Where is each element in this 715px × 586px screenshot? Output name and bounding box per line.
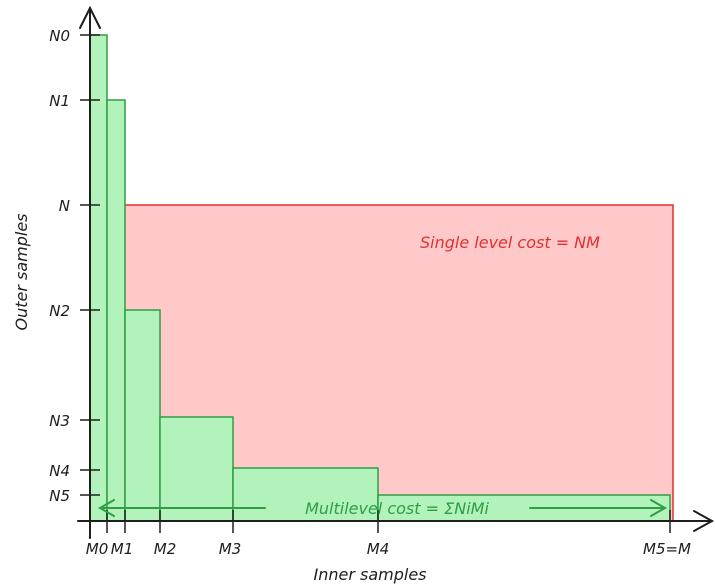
multilevel-cost-label: Multilevel cost = ΣNiMi (305, 499, 489, 518)
level-0-bar (89, 34, 108, 522)
axes (77, 5, 715, 539)
x-label-m5: M5=M (643, 540, 691, 558)
y-label-n: N (59, 197, 70, 215)
y-axis-arrowhead (79, 5, 101, 29)
x-label-m2: M2 (154, 540, 177, 558)
y-label-n2: N2 (49, 302, 70, 320)
y-label-n5: N5 (49, 487, 70, 505)
x-axis-title: Inner samples (313, 565, 426, 584)
y-label-n0: N0 (49, 27, 70, 45)
x-label-m4: M4 (367, 540, 390, 558)
x-label-m0: M0 (86, 540, 109, 558)
x-label-m3: M3 (219, 540, 242, 558)
y-label-n3: N3 (49, 412, 70, 430)
arrow-right-head (650, 499, 668, 517)
x-ticks (106, 510, 671, 533)
level-4-bar (232, 467, 379, 522)
single-level-cost-label: Single level cost = NM (420, 233, 600, 252)
y-ticks (80, 34, 100, 496)
y-label-n4: N4 (49, 462, 70, 480)
multilevel-bars (89, 34, 671, 522)
y-labels: N0 N1 N N2 N3 N4 N5 (49, 27, 70, 505)
level-2-bar (124, 309, 161, 522)
x-axis-arrowhead (693, 510, 715, 532)
level-1-bar (106, 99, 126, 522)
y-axis-title: Outer samples (12, 213, 31, 330)
x-label-m1: M1 (111, 540, 134, 558)
x-labels: M0 M1 M2 M3 M4 M5=M (86, 540, 691, 558)
multilevel-cost-arrow (97, 499, 668, 517)
level-3-bar (159, 416, 234, 522)
y-label-n1: N1 (49, 92, 70, 110)
arrow-left-head (97, 499, 115, 517)
